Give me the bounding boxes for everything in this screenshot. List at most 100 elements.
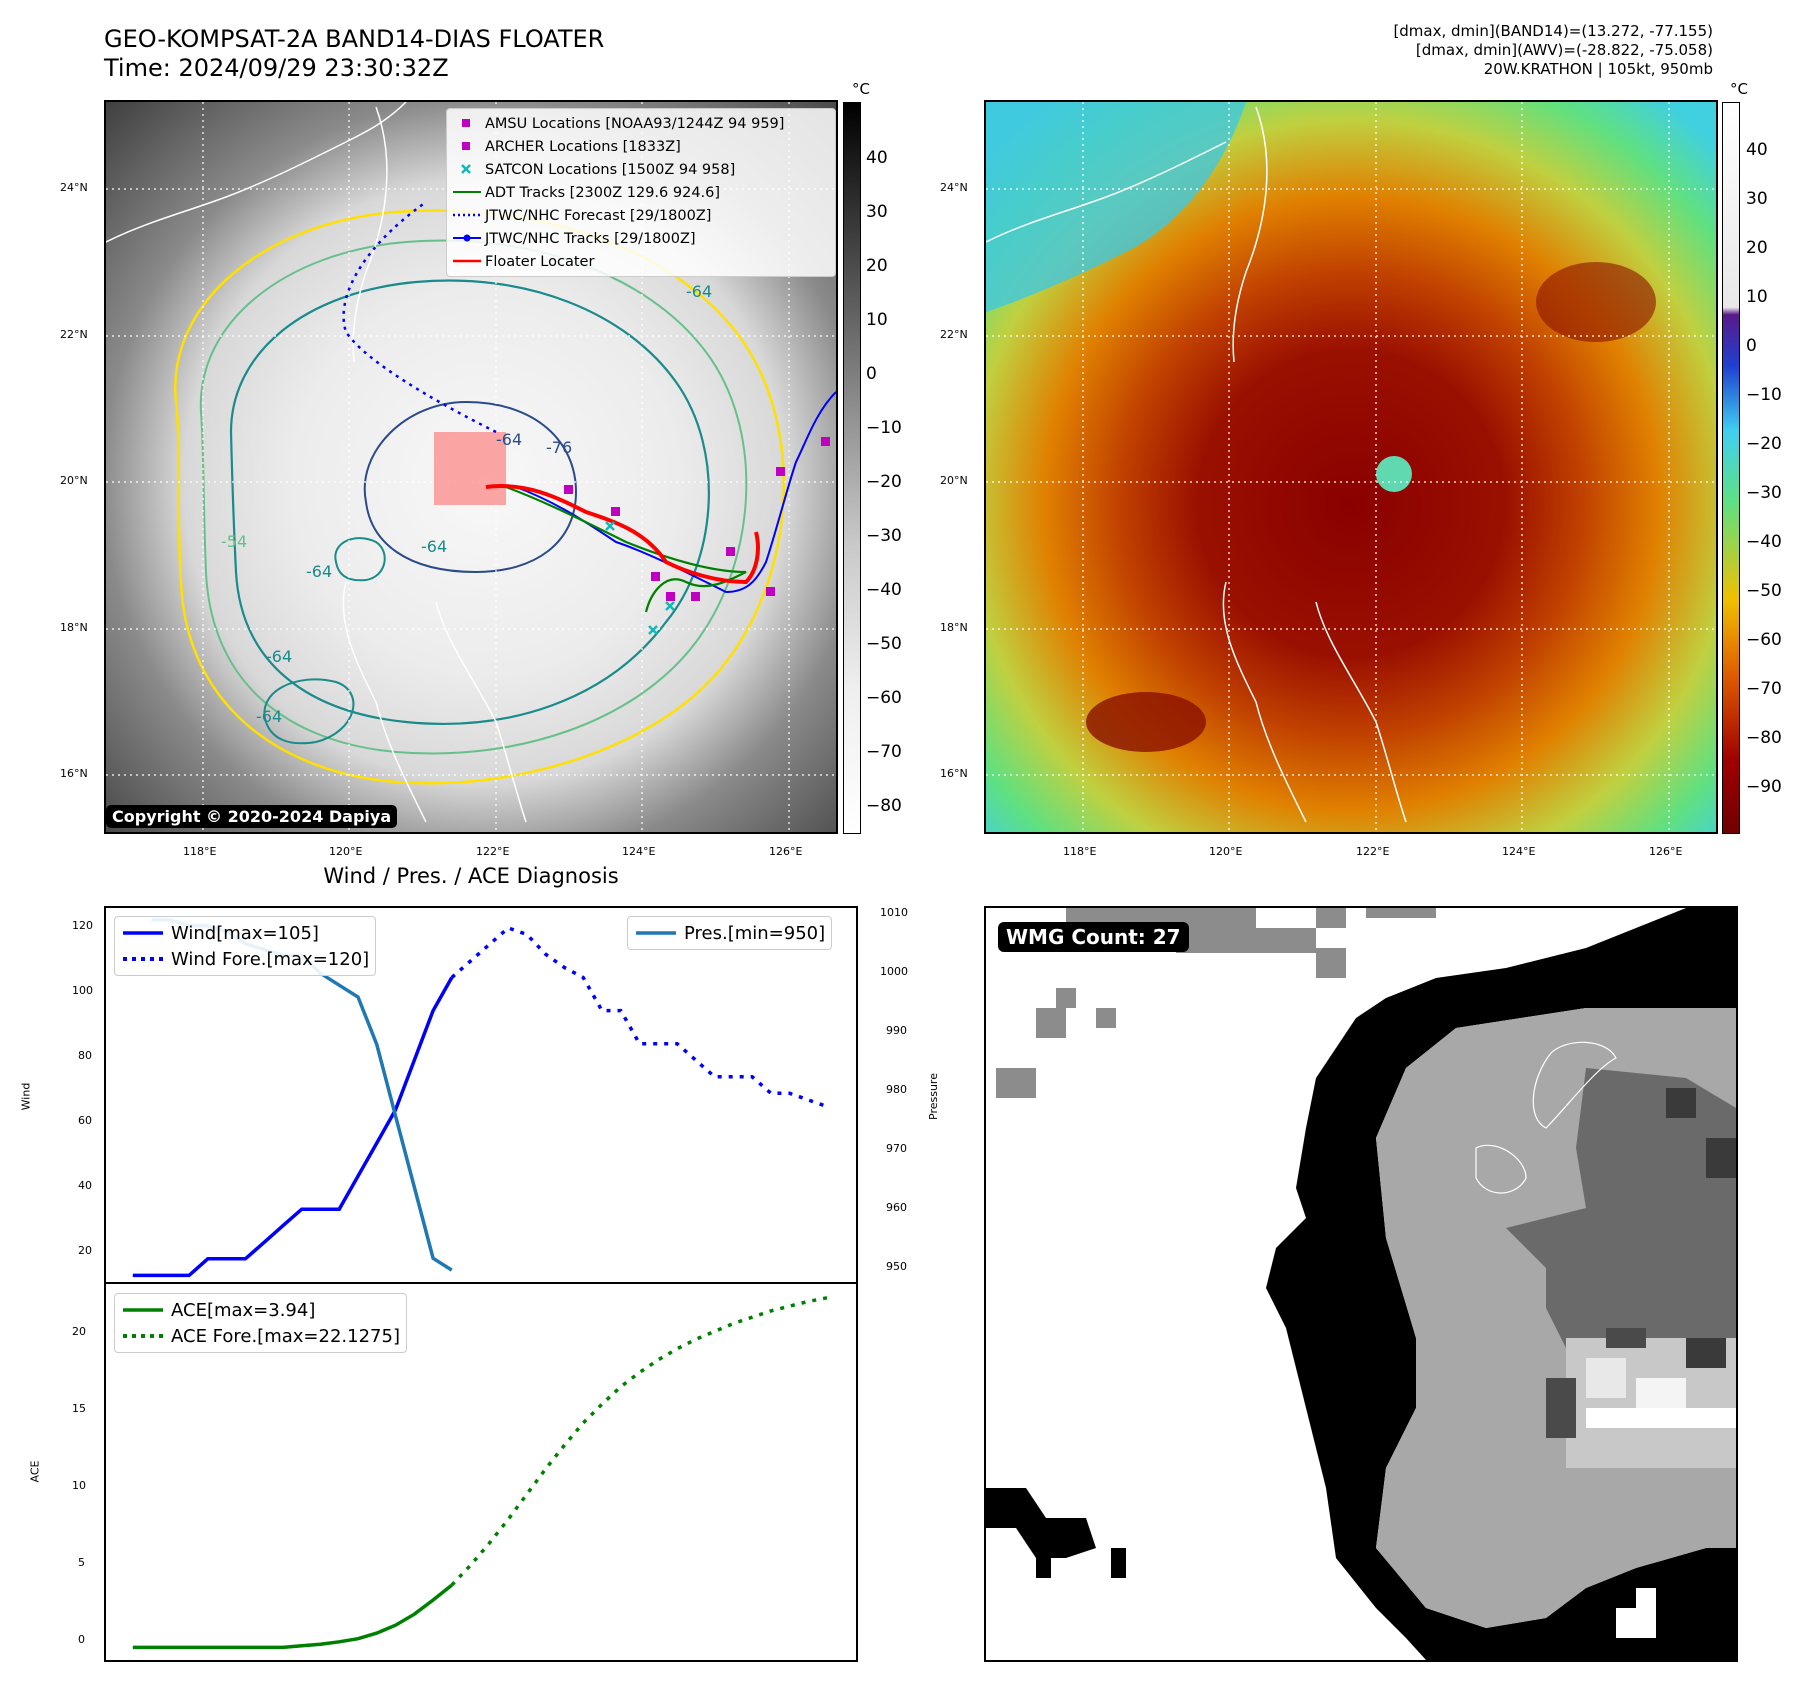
wmg-pixel-map: [986, 908, 1736, 1660]
wind-tick: 80: [78, 1049, 92, 1062]
colorbar-tick: −60: [1746, 630, 1782, 650]
square-marker-icon: [462, 119, 470, 127]
legend-item-wind-forecast: Wind Fore.[max=120]: [115, 946, 375, 972]
colorbar-tick: 0: [866, 364, 877, 384]
legend-item-floater: Floater Locater: [447, 250, 835, 273]
colorbar-tick: −50: [1746, 581, 1782, 601]
colorbar-tick: −60: [866, 688, 902, 708]
diagnosis-chart: [104, 906, 858, 1662]
legend-item-jtwc-forecast: JTWC/NHC Forecast [29/1800Z]: [447, 204, 835, 227]
lon-label: 118°E: [1063, 845, 1097, 858]
colorbar-tick: 30: [1746, 189, 1768, 209]
pressure-tick: 960: [886, 1201, 907, 1214]
wind-tick: 60: [78, 1114, 92, 1127]
ace-legend: ACE[max=3.94] ACE Fore.[max=22.1275]: [114, 1293, 407, 1353]
color-ir-map-panel: [984, 100, 1718, 834]
colorbar-unit: °C: [1730, 80, 1748, 98]
colorbar-tick: 0: [1746, 336, 1757, 356]
colorbar-tick: −30: [866, 526, 902, 546]
lat-label: 20°N: [940, 474, 968, 487]
colorbar-tick: 30: [866, 202, 888, 222]
contour-label: -54: [221, 532, 248, 551]
pressure-axis-label: Pressure: [926, 1073, 940, 1120]
legend-item-pressure: Pres.[min=950]: [628, 920, 831, 946]
lat-label: 16°N: [940, 767, 968, 780]
lat-label: 24°N: [60, 181, 88, 194]
line-marker-icon: [123, 931, 163, 935]
map-legend: AMSU Locations [NOAA93/1244Z 94 959] ARC…: [446, 108, 836, 277]
colorbar-tick: 10: [866, 310, 888, 330]
lon-label: 120°E: [1209, 845, 1243, 858]
info-awv: [dmax, dmin](AWV)=(-28.822, -75.058): [1415, 41, 1713, 59]
colorbar-tick: −70: [866, 742, 902, 762]
contour-label: -64: [256, 707, 283, 726]
line-dot-marker-icon: [453, 234, 481, 242]
lat-label: 18°N: [60, 621, 88, 634]
copyright-badge: Copyright © 2020-2024 Dapiya: [106, 805, 398, 828]
lon-label: 120°E: [329, 845, 363, 858]
wmg-count-badge: WMG Count: 27: [998, 922, 1189, 952]
diagnosis-title: Wind / Pres. / ACE Diagnosis: [323, 864, 619, 888]
line-marker-icon: [123, 1308, 163, 1312]
ace-tick: 0: [78, 1633, 85, 1646]
contour-label: -76: [546, 438, 573, 457]
colorbar-tick: −20: [1746, 434, 1782, 454]
lon-label: 118°E: [183, 845, 217, 858]
color-ir-map-image: [986, 102, 1716, 832]
colorbar-tick: −80: [1746, 728, 1782, 748]
pressure-tick: 1000: [880, 965, 908, 978]
lat-label: 24°N: [940, 181, 968, 194]
legend-item-jtwc-tracks: JTWC/NHC Tracks [29/1800Z]: [447, 227, 835, 250]
wind-tick: 120: [72, 919, 93, 932]
intensity-info: [dmax, dmin](BAND14)=(13.272, -77.155) […: [1393, 22, 1713, 79]
colorbar-tick: −40: [866, 580, 902, 600]
contour-label: -64: [421, 537, 448, 556]
colorbar-grayscale: [843, 102, 861, 834]
lat-label: 18°N: [940, 621, 968, 634]
contour-label: -64: [266, 647, 293, 666]
lat-label: 16°N: [60, 767, 88, 780]
wind-legend: Wind[max=105] Wind Fore.[max=120]: [114, 916, 377, 976]
legend-item-adt: ADT Tracks [2300Z 129.6 924.6]: [447, 181, 835, 204]
dotted-line-icon: [123, 957, 163, 961]
pressure-tick: 970: [886, 1142, 907, 1155]
info-band14: [dmax, dmin](BAND14)=(13.272, -77.155): [1393, 22, 1713, 40]
wind-series-line: [132, 976, 454, 1278]
ace-tick: 5: [78, 1556, 85, 1569]
colorbar-tick: −90: [1746, 777, 1782, 797]
title-line-time: Time: 2024/09/29 23:30:32Z: [104, 54, 449, 82]
figure-title: GEO-KOMPSAT-2A BAND14-DIAS FLOATER Time:…: [104, 25, 604, 83]
ace-axis-label: ACE: [28, 1460, 42, 1483]
contour-label: -64: [496, 430, 523, 449]
colorbar-tick: 10: [1746, 287, 1768, 307]
x-marker-icon: [461, 164, 471, 174]
colorbar-tick: −40: [1746, 532, 1782, 552]
colorbar-unit: °C: [852, 80, 870, 98]
legend-item-wind: Wind[max=105]: [115, 920, 375, 946]
colorbar-color: [1722, 102, 1740, 834]
wind-forecast-series-line: [450, 925, 828, 1109]
lon-label: 126°E: [1649, 845, 1683, 858]
colorbar-tick: −70: [1746, 679, 1782, 699]
colorbar-tick: −30: [1746, 483, 1782, 503]
legend-item-satcon: SATCON Locations [1500Z 94 958]: [447, 158, 835, 181]
colorbar-tick: −10: [1746, 385, 1782, 405]
pressure-tick: 1010: [880, 906, 908, 919]
colorbar-tick: 20: [1746, 238, 1768, 258]
lon-label: 124°E: [1502, 845, 1536, 858]
pressure-legend: Pres.[min=950]: [627, 916, 833, 950]
wmg-panel: WMG Count: 27: [984, 906, 1738, 1662]
line-marker-icon: [636, 931, 676, 935]
colorbar-tick: −10: [866, 418, 902, 438]
info-storm: 20W.KRATHON | 105kt, 950mb: [1483, 60, 1713, 78]
ir-map-panel: -64 -76 -64 -64 -64 -64 -64 -54 AMSU Loc…: [104, 100, 838, 834]
ace-tick: 10: [72, 1479, 86, 1492]
line-marker-icon: [453, 191, 481, 193]
ace-tick: 15: [72, 1402, 86, 1415]
ace-series-line: [132, 1583, 453, 1650]
colorbar-tick: 40: [866, 148, 888, 168]
legend-item-ace-forecast: ACE Fore.[max=22.1275]: [115, 1323, 406, 1349]
colorbar-tick: −50: [866, 634, 902, 654]
ace-tick: 20: [72, 1325, 86, 1338]
lon-label: 122°E: [1356, 845, 1390, 858]
